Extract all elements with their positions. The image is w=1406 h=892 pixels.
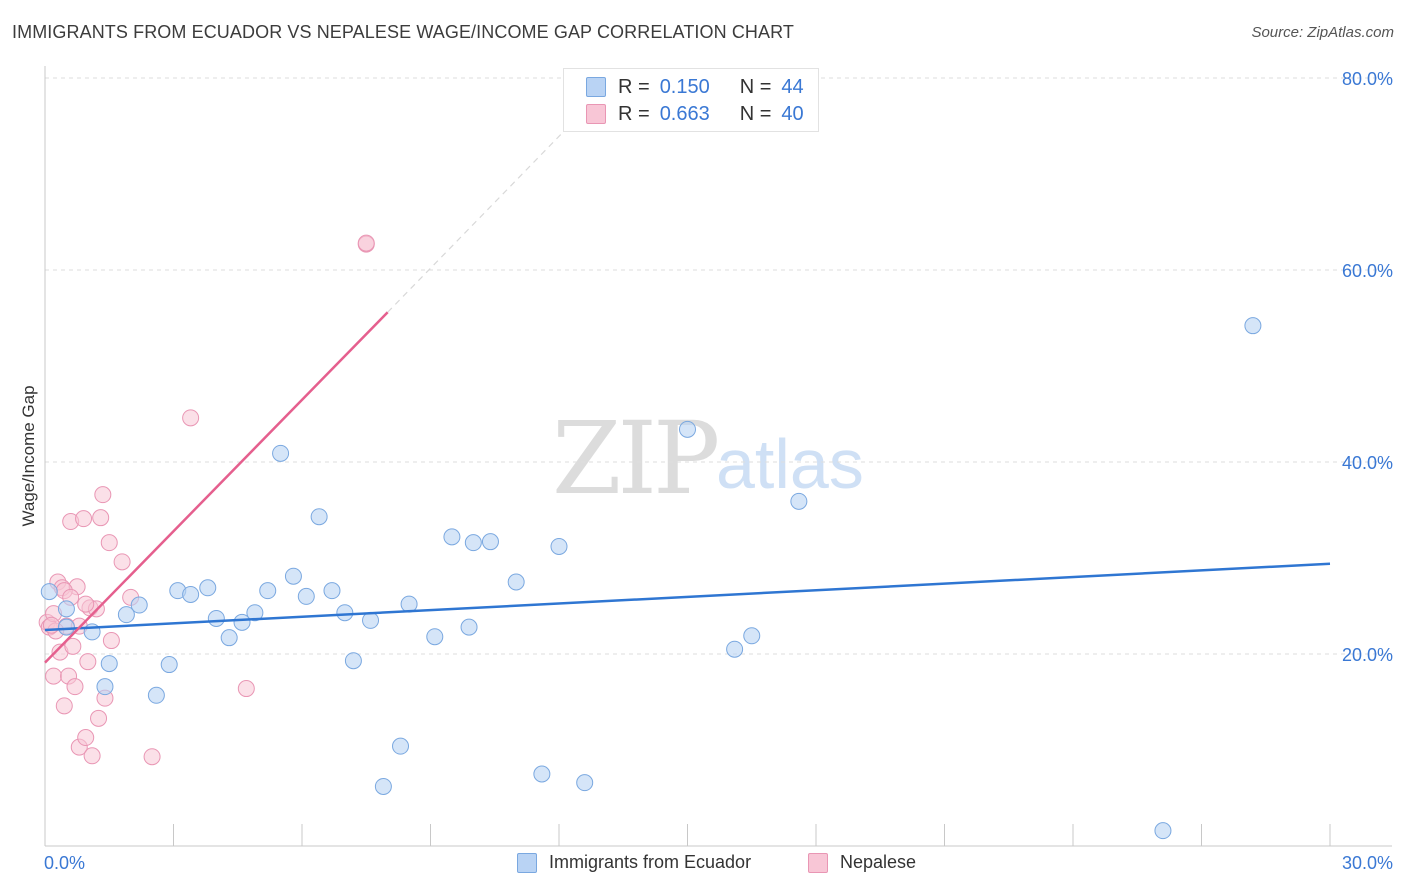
nepalese-point [100,534,118,552]
y-tick-label: 40.0% [1342,453,1393,473]
watermark-zip: ZIP [552,400,720,517]
ecuador-point [160,656,178,674]
nepalese-point [90,709,108,727]
y-tick-label: 60.0% [1342,261,1393,281]
ecuador-point [246,604,264,622]
ecuador-point [362,611,380,629]
nepalese-point [77,595,95,613]
y-axis-label: Wage/Income Gap [19,385,38,526]
bottom-legend-swatch-blue [517,852,537,873]
ecuador-point [57,618,75,636]
ecuador-point [182,585,200,603]
ecuador-point [790,492,808,510]
ecuador-point [464,534,482,552]
ecuador-point [100,655,118,673]
ecuador-point [297,587,315,605]
ecuador-point [199,579,217,597]
legend-r-label: R = [618,102,650,125]
ecuador-point [460,618,478,636]
nepalese-point [92,509,110,527]
ecuador-point [284,567,302,585]
ecuador-point [259,582,277,600]
nepalese-point [83,747,101,765]
nepalese-point [94,486,112,504]
nepalese-point [102,632,120,650]
nepalese-point [45,667,63,685]
correlation-legend: R = 0.150 N = 44 R = 0.663 N = 40 [563,68,819,132]
bottom-legend-label-nepalese: Nepalese [840,852,917,872]
legend-swatch-blue [586,77,606,97]
nepalese-point [357,234,375,252]
ecuador-point [310,508,328,526]
legend-swatch-pink [586,104,606,124]
nepalese-trendline [44,311,389,664]
nepalese-point [143,748,161,766]
ecuador-point [726,640,744,658]
chart-title: IMMIGRANTS FROM ECUADOR VS NEPALESE WAGE… [12,22,794,42]
bottom-legend-ecuador: Immigrants from Ecuador [517,852,751,873]
legend-row-nepalese: R = 0.663 N = 40 [586,102,804,126]
x-tick-label: 0.0% [44,853,85,873]
nepalese-point [66,678,84,696]
ecuador-point [1244,317,1262,335]
nepalese-point [113,553,131,571]
legend-row-ecuador: R = 0.150 N = 44 [586,75,804,99]
ecuador-point [272,444,290,462]
ecuador-point [679,420,696,438]
source-credit: Source: ZipAtlas.com [1251,24,1394,41]
nepalese-point [75,510,93,528]
nepalese-point [79,653,97,671]
legend-n-value: 40 [781,102,804,125]
ecuador-point [147,686,165,704]
ecuador-point [117,606,135,624]
bottom-legend-nepalese: Nepalese [808,852,916,873]
legend-r-value: 0.663 [659,102,710,125]
nepalese-point [64,637,82,655]
ecuador-point [336,604,354,622]
ecuador-point [220,629,238,647]
watermark-atlas: atlas [716,425,864,503]
nepalese-point [77,729,95,747]
bottom-legend-swatch-pink [808,852,828,873]
legend-n-label: N = [739,102,772,125]
ecuador-point [426,628,444,646]
ecuador-point [533,765,551,783]
ecuador-point [576,774,594,792]
ecuador-point [443,528,461,546]
ecuador-point [344,652,362,670]
ecuador-point [130,596,148,614]
legend-n-label: N = [739,75,772,98]
nepalese-point [237,680,255,698]
ecuador-point [40,583,58,601]
ecuador-point [323,582,341,600]
ecuador-point [743,627,761,645]
nepalese-point [55,697,73,715]
legend-r-value: 0.150 [659,75,710,98]
x-tick-label: 30.0% [1342,853,1393,873]
legend-n-value: 44 [781,75,804,98]
y-tick-label: 80.0% [1342,69,1393,89]
ecuador-point [400,595,418,613]
ecuador-point [392,737,410,755]
bottom-legend-label-ecuador: Immigrants from Ecuador [549,852,752,872]
ecuador-point [1154,822,1172,840]
y-tick-label: 20.0% [1342,645,1393,665]
legend-r-label: R = [618,75,650,98]
ecuador-point [96,678,114,696]
ecuador-point [207,609,225,627]
ecuador-point [233,613,251,631]
ecuador-point [550,537,568,555]
nepalese-trendline-extension [387,122,573,313]
ecuador-point [507,573,525,591]
ecuador-point [57,600,75,618]
ecuador-point [481,533,499,551]
nepalese-point [182,409,200,427]
ecuador-point [374,777,392,795]
ecuador-trendline [44,562,1331,632]
